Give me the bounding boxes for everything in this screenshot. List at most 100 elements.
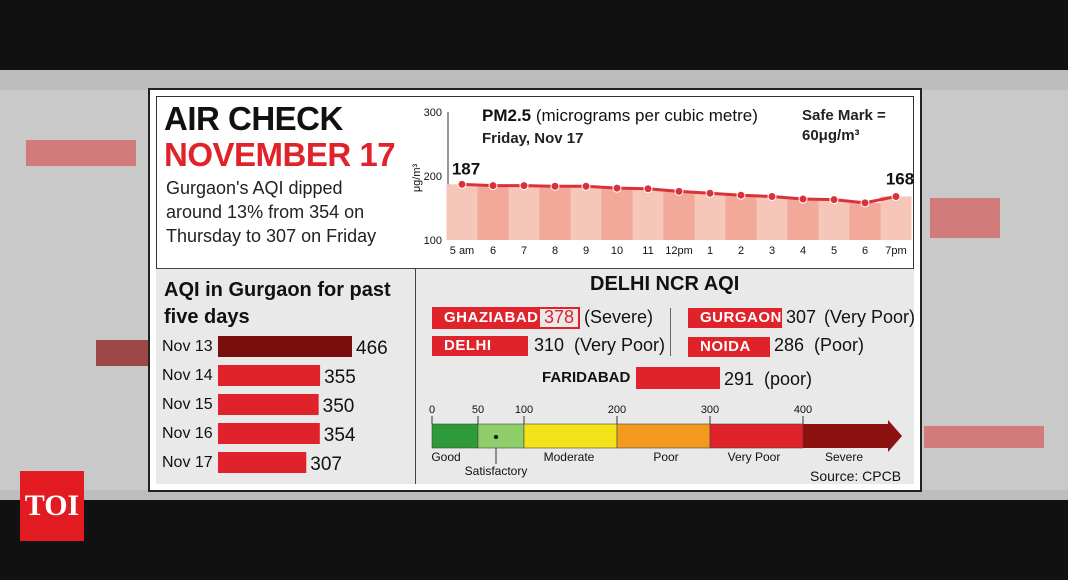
- divider: [156, 268, 914, 269]
- pm-column: [632, 188, 664, 240]
- pm-point: [519, 181, 529, 191]
- divider: [670, 308, 671, 356]
- safe-mark: Safe Mark = 60μg/m³: [802, 107, 886, 144]
- pm-point: [581, 181, 591, 191]
- pm-point: [643, 184, 653, 194]
- city-tag-noida: NOIDA: [688, 337, 770, 357]
- pm-column: [539, 186, 571, 240]
- city-tag-ghaziabad: GHAZIABAD: [432, 308, 540, 328]
- divider: [415, 268, 416, 484]
- pm-column: [570, 186, 602, 240]
- pm-point: [891, 191, 901, 201]
- pm-column: [849, 202, 881, 240]
- city-tag-gurgaon: GURGAON: [688, 308, 782, 328]
- scale-band: [431, 423, 479, 449]
- pm-point: [860, 198, 870, 208]
- source-note: Source: CPCB: [810, 468, 902, 484]
- pm-column: [725, 195, 757, 240]
- gurgaon-bar-chart: Nov 13 466 Nov 14 355 Nov 15 350 Nov 16 354 Nov …: [162, 336, 388, 475]
- background-right-blur: [922, 90, 1068, 490]
- bar-value-label: 350: [323, 396, 355, 417]
- ncr-title: DELHI NCR AQI: [590, 273, 740, 295]
- pm-column: [756, 196, 788, 240]
- pm-point: [550, 181, 560, 191]
- scale-band-label: Moderate: [544, 450, 595, 464]
- pm-column: [694, 193, 726, 240]
- scale-tick-label: 100: [515, 404, 533, 416]
- x-tick-label: 5 am: [450, 245, 474, 257]
- city-status-ghaziabad: (Severe): [584, 307, 654, 327]
- y-tick-label: 200: [424, 171, 442, 183]
- scale-band: [477, 423, 525, 449]
- scale-tick-label: 400: [794, 404, 812, 416]
- x-tick-label: 2: [738, 245, 744, 257]
- scale-band-label: Poor: [653, 450, 678, 464]
- pm-chart-title: PM2.5 (micrograms per cubic metre): [482, 106, 758, 125]
- scale-tick-label: 200: [608, 404, 626, 416]
- headline: AIR CHECK: [164, 100, 343, 137]
- pm-column: [880, 196, 912, 240]
- scale-band-label: Severe: [825, 450, 863, 464]
- blurred-decor: [96, 340, 148, 366]
- bar-category-label: Nov 17: [162, 454, 213, 471]
- x-tick-label: 10: [611, 245, 623, 257]
- pm-point: [798, 194, 808, 204]
- pm-column: [601, 188, 633, 240]
- pm-chart-subtitle: Friday, Nov 17: [482, 130, 584, 147]
- scale-band-severe: [803, 420, 902, 452]
- bar: [218, 394, 319, 415]
- x-tick-label: 8: [552, 245, 558, 257]
- scale-tick-label: 50: [472, 404, 484, 416]
- bar: [218, 423, 320, 444]
- y-tick-label: 300: [424, 107, 442, 119]
- city-value-delhi: 310: [534, 335, 565, 355]
- city-status-faridabad: (poor): [764, 369, 813, 389]
- pm-point: [829, 195, 839, 205]
- bar-category-label: Nov 16: [162, 425, 213, 442]
- data-label: 168: [886, 169, 914, 188]
- x-tick-label: 9: [583, 245, 589, 257]
- lead-text: Gurgaon's AQI dipped around 13% from 354…: [166, 178, 377, 246]
- x-tick-label: 1: [707, 245, 713, 257]
- city-status-delhi: (Very Poor): [574, 335, 666, 355]
- x-tick-label: 6: [490, 245, 496, 257]
- scale-band: [616, 423, 711, 449]
- bar-value-label: 355: [324, 367, 356, 388]
- y-tick-label: 100: [424, 235, 442, 247]
- pm-point: [488, 181, 498, 191]
- pm25-line-chart: 100 200 300 μg/m³ 187 168 5 am 6 7 8 9 10 11 12pm 1 2 3 4…: [411, 107, 914, 257]
- pm-column: [663, 191, 695, 240]
- scale-band-label: Satisfactory: [465, 464, 528, 478]
- x-tick-label: 11: [642, 245, 653, 257]
- bar-value-label: 307: [310, 454, 342, 475]
- scale-band-label: Very Poor: [728, 450, 781, 464]
- city-value-noida: 286: [774, 335, 805, 355]
- bar-category-label: Nov 14: [162, 367, 213, 384]
- x-tick-label: 5: [831, 245, 837, 257]
- toi-logo: TOI: [20, 471, 84, 541]
- x-tick-label: 6: [862, 245, 868, 257]
- x-tick-label: 4: [800, 245, 806, 257]
- pm-point: [612, 183, 622, 193]
- pm-column: [818, 199, 850, 240]
- pm-column: [508, 185, 540, 240]
- city-bar-faridabad: [636, 367, 720, 389]
- aqi-scale: 0 50 100 200 300 400 Good Satisfactory Moderate P…: [429, 404, 902, 478]
- scale-tick-label: 0: [429, 404, 435, 416]
- blurred-decor: [930, 198, 1000, 238]
- pm-column: [477, 185, 509, 240]
- pm-point: [736, 190, 746, 200]
- pm-point: [457, 179, 467, 189]
- pm-column: [787, 199, 819, 240]
- city-value-gurgaon: 307: [786, 307, 817, 327]
- city-label-faridabad: FARIDABAD: [542, 369, 631, 386]
- pm-point: [674, 186, 684, 196]
- scale-band: [709, 423, 804, 449]
- past-days-title: AQI in Gurgaon for past five days: [164, 279, 391, 328]
- bar: [218, 365, 321, 386]
- scale-band-label: Good: [431, 450, 460, 464]
- x-tick-label: 7pm: [885, 245, 906, 257]
- data-label: 187: [452, 159, 480, 178]
- infographic-card: AIR CHECK NOVEMBER 17 Gurgaon's AQI dipp…: [148, 88, 922, 492]
- pm-column: [446, 184, 478, 240]
